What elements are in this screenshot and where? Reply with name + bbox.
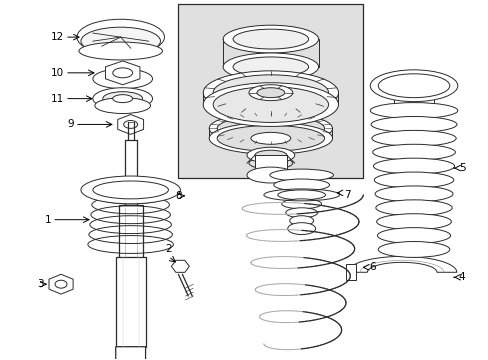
Text: 10: 10	[51, 68, 64, 78]
Text: 3: 3	[38, 279, 44, 289]
Polygon shape	[346, 256, 456, 272]
Bar	[254, 155, 286, 175]
Text: 5: 5	[458, 163, 465, 173]
Bar	[178, 4, 363, 178]
Ellipse shape	[233, 57, 308, 77]
Ellipse shape	[369, 103, 457, 118]
Ellipse shape	[113, 68, 132, 78]
Text: 6: 6	[368, 262, 375, 272]
Text: 4: 4	[458, 272, 465, 282]
Ellipse shape	[269, 169, 333, 181]
Ellipse shape	[377, 74, 449, 98]
Ellipse shape	[369, 70, 457, 102]
Ellipse shape	[217, 116, 324, 141]
Ellipse shape	[93, 88, 152, 109]
Ellipse shape	[375, 200, 451, 216]
Ellipse shape	[254, 150, 286, 160]
Ellipse shape	[371, 130, 455, 146]
Text: 7: 7	[344, 190, 350, 200]
Ellipse shape	[289, 216, 313, 226]
Ellipse shape	[113, 95, 132, 103]
Ellipse shape	[248, 85, 292, 100]
Ellipse shape	[285, 208, 317, 218]
Ellipse shape	[223, 53, 318, 81]
Ellipse shape	[372, 144, 454, 160]
Bar	[119, 205, 142, 260]
Ellipse shape	[250, 132, 290, 144]
Ellipse shape	[254, 170, 286, 180]
Ellipse shape	[374, 186, 452, 202]
Ellipse shape	[277, 190, 325, 200]
Bar	[346, 264, 356, 280]
Ellipse shape	[81, 176, 180, 204]
Polygon shape	[49, 274, 73, 294]
Ellipse shape	[233, 29, 308, 49]
Text: 2: 2	[165, 244, 171, 255]
Text: 11: 11	[51, 94, 64, 104]
Ellipse shape	[209, 113, 332, 144]
Ellipse shape	[273, 179, 329, 191]
Ellipse shape	[281, 199, 321, 209]
Ellipse shape	[287, 223, 315, 235]
Ellipse shape	[203, 71, 338, 114]
Ellipse shape	[93, 69, 152, 89]
Polygon shape	[118, 114, 143, 134]
Ellipse shape	[246, 167, 294, 183]
Polygon shape	[105, 347, 155, 360]
Ellipse shape	[246, 147, 294, 163]
Ellipse shape	[213, 75, 328, 111]
Text: 9: 9	[67, 120, 74, 130]
Ellipse shape	[377, 242, 449, 257]
Polygon shape	[171, 260, 189, 273]
Ellipse shape	[79, 42, 162, 60]
Ellipse shape	[213, 87, 328, 122]
Ellipse shape	[102, 92, 142, 105]
Ellipse shape	[377, 228, 450, 243]
Ellipse shape	[123, 121, 137, 129]
Ellipse shape	[248, 157, 292, 169]
Ellipse shape	[55, 280, 67, 288]
Ellipse shape	[93, 181, 168, 199]
Ellipse shape	[203, 83, 338, 126]
Ellipse shape	[209, 122, 332, 154]
Ellipse shape	[81, 27, 160, 55]
Ellipse shape	[373, 172, 453, 188]
Text: 8: 8	[175, 191, 182, 201]
Ellipse shape	[256, 88, 284, 98]
Ellipse shape	[217, 125, 324, 151]
Ellipse shape	[223, 25, 318, 53]
Ellipse shape	[376, 214, 450, 230]
Ellipse shape	[250, 122, 290, 134]
Ellipse shape	[370, 117, 456, 132]
Text: 1: 1	[44, 215, 51, 225]
Bar	[116, 257, 145, 347]
Ellipse shape	[95, 98, 150, 113]
Text: 12: 12	[51, 32, 64, 42]
Polygon shape	[105, 61, 140, 85]
Bar	[393, 96, 433, 111]
Ellipse shape	[373, 158, 454, 174]
Ellipse shape	[77, 19, 164, 55]
